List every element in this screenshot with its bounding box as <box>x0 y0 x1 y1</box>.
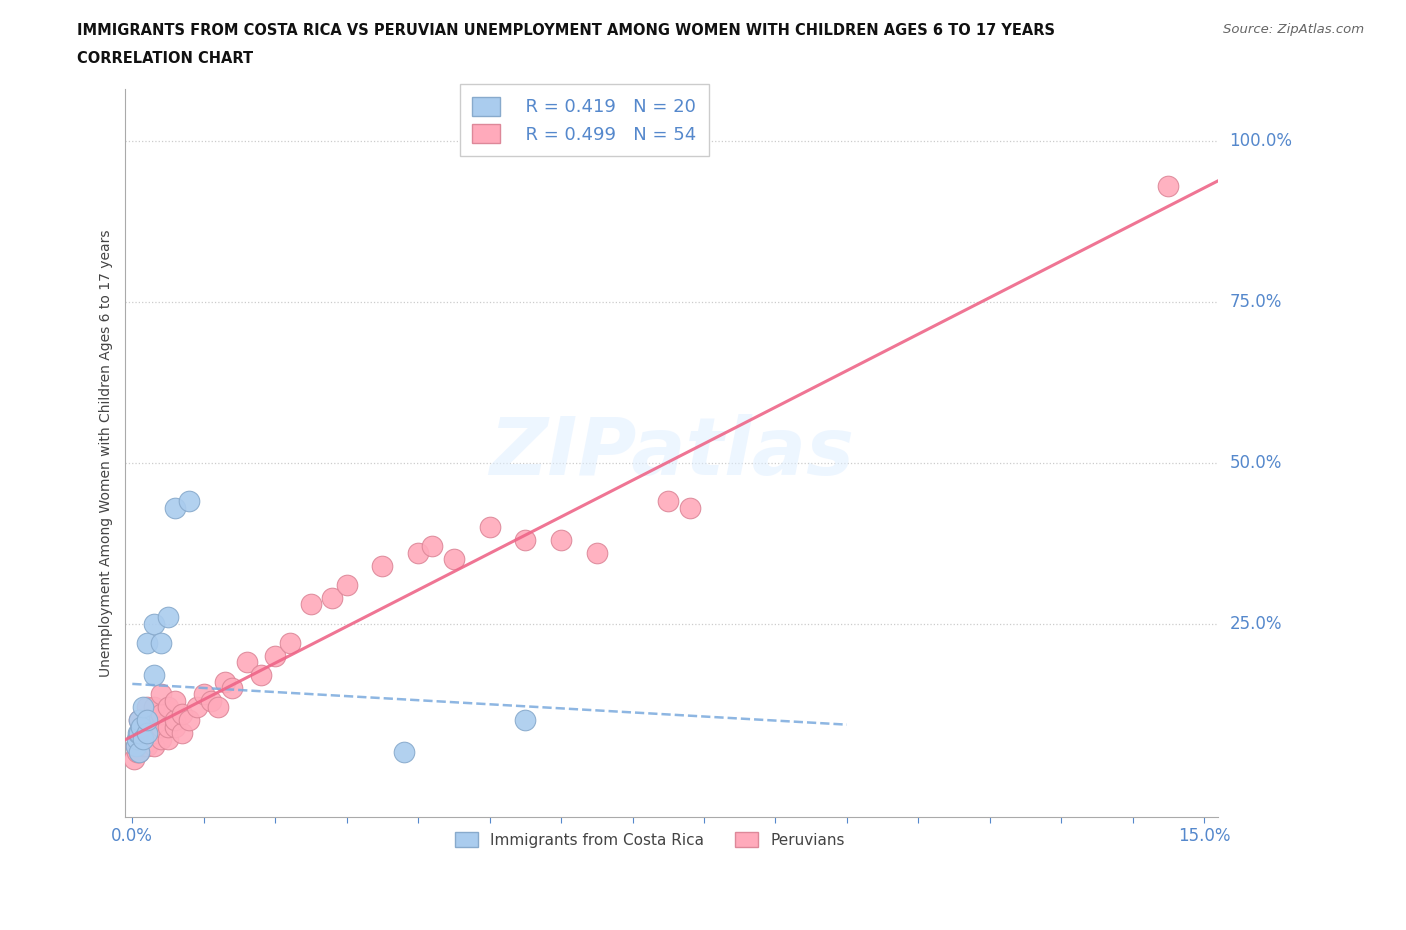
Text: Source: ZipAtlas.com: Source: ZipAtlas.com <box>1223 23 1364 36</box>
Point <box>321 591 343 605</box>
Point <box>679 500 702 515</box>
Point <box>127 745 149 760</box>
Point <box>179 712 201 727</box>
Point <box>278 635 301 650</box>
Point <box>443 551 465 566</box>
Text: CORRELATION CHART: CORRELATION CHART <box>77 51 253 66</box>
Point <box>179 494 201 509</box>
Point <box>142 712 165 727</box>
Point <box>165 719 187 734</box>
Point <box>157 700 180 715</box>
Point <box>132 700 155 715</box>
Point <box>132 738 155 753</box>
Point <box>142 700 165 715</box>
Text: 50.0%: 50.0% <box>1230 454 1282 472</box>
Point <box>221 681 243 696</box>
Point <box>128 725 150 740</box>
Point <box>132 719 155 734</box>
Text: 25.0%: 25.0% <box>1230 615 1282 632</box>
Text: ZIPatlas: ZIPatlas <box>489 414 855 492</box>
Point <box>142 738 165 753</box>
Point <box>1157 179 1180 193</box>
Point <box>515 533 537 548</box>
Point <box>135 725 157 740</box>
Point <box>392 745 415 760</box>
Point <box>200 694 222 709</box>
Point <box>149 719 172 734</box>
Point <box>186 700 208 715</box>
Point <box>125 738 148 753</box>
Point <box>657 494 679 509</box>
Point <box>165 712 187 727</box>
Point <box>207 700 229 715</box>
Point <box>142 725 165 740</box>
Point <box>124 751 146 766</box>
Point <box>127 732 149 747</box>
Point <box>235 655 257 670</box>
Point <box>129 719 152 734</box>
Point <box>149 687 172 702</box>
Point <box>125 738 148 753</box>
Point <box>128 745 150 760</box>
Point <box>172 706 194 721</box>
Point <box>127 725 149 740</box>
Point <box>135 725 157 740</box>
Point <box>406 545 429 560</box>
Point <box>142 668 165 683</box>
Y-axis label: Unemployment Among Women with Children Ages 6 to 17 years: Unemployment Among Women with Children A… <box>100 230 114 677</box>
Point <box>157 719 180 734</box>
Point <box>165 694 187 709</box>
Point <box>128 712 150 727</box>
Point <box>264 648 287 663</box>
Text: 75.0%: 75.0% <box>1230 293 1282 311</box>
Point <box>149 706 172 721</box>
Point <box>149 732 172 747</box>
Point <box>336 578 359 592</box>
Point <box>135 700 157 715</box>
Point <box>371 558 394 573</box>
Point <box>142 617 165 631</box>
Point <box>135 635 157 650</box>
Point <box>157 732 180 747</box>
Point <box>149 635 172 650</box>
Point <box>478 520 501 535</box>
Text: IMMIGRANTS FROM COSTA RICA VS PERUVIAN UNEMPLOYMENT AMONG WOMEN WITH CHILDREN AG: IMMIGRANTS FROM COSTA RICA VS PERUVIAN U… <box>77 23 1056 38</box>
Point <box>214 674 236 689</box>
Point <box>550 533 572 548</box>
Point <box>128 725 150 740</box>
Point <box>515 712 537 727</box>
Point <box>422 539 444 554</box>
Point <box>172 725 194 740</box>
Point <box>135 712 157 727</box>
Point <box>129 732 152 747</box>
Point <box>132 732 155 747</box>
Point <box>585 545 607 560</box>
Point <box>157 610 180 625</box>
Point <box>250 668 273 683</box>
Point <box>165 500 187 515</box>
Point <box>135 712 157 727</box>
Point <box>193 687 215 702</box>
Point <box>135 738 157 753</box>
Point <box>128 712 150 727</box>
Point <box>128 745 150 760</box>
Point <box>299 597 322 612</box>
Legend: Immigrants from Costa Rica, Peruvians: Immigrants from Costa Rica, Peruvians <box>443 819 856 860</box>
Text: 100.0%: 100.0% <box>1230 132 1292 150</box>
